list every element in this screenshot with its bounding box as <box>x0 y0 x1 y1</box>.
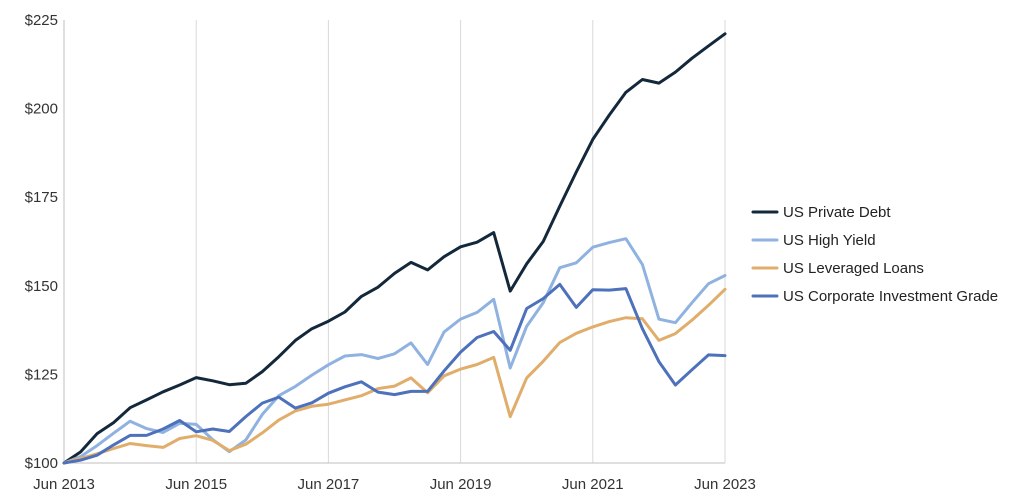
series-line-us-leveraged-loans <box>62 287 727 465</box>
x-tick-label: Jun 2015 <box>165 476 227 493</box>
x-axis-tick-labels: Jun 2013 Jun 2015 Jun 2017 Jun 2019 Jun 2021… <box>33 476 756 493</box>
legend-label-us-corporate-investment-grade: US Corporate Investment Grade <box>783 288 998 305</box>
x-tick-label: Jun 2017 <box>298 476 360 493</box>
y-tick-label: $100 <box>25 455 58 472</box>
series-line-us-corporate-investment-grade <box>62 282 727 465</box>
legend-label-us-leveraged-loans: US Leveraged Loans <box>783 260 924 277</box>
y-tick-label: $175 <box>25 189 58 206</box>
series-lines <box>62 32 727 465</box>
x-tick-label: Jun 2013 <box>33 476 95 493</box>
y-tick-label: $150 <box>25 278 58 295</box>
series-line-us-private-debt <box>62 32 727 465</box>
x-tick-label: Jun 2021 <box>562 476 624 493</box>
gridlines <box>195 20 726 463</box>
y-tick-label: $225 <box>25 12 58 29</box>
legend-label-us-high-yield: US High Yield <box>783 232 876 249</box>
y-tick-label: $200 <box>25 101 58 118</box>
x-tick-label: Jun 2023 <box>694 476 756 493</box>
axes <box>63 20 725 464</box>
legend: US Private Debt US High Yield US Leveraged… <box>751 204 998 305</box>
series-line-us-high-yield <box>62 237 727 465</box>
y-tick-label: $125 <box>25 366 58 383</box>
y-axis-tick-labels: $100 $125 $150 $175 $200 $225 <box>25 12 58 472</box>
legend-label-us-private-debt: US Private Debt <box>783 204 891 221</box>
x-tick-label: Jun 2019 <box>430 476 492 493</box>
